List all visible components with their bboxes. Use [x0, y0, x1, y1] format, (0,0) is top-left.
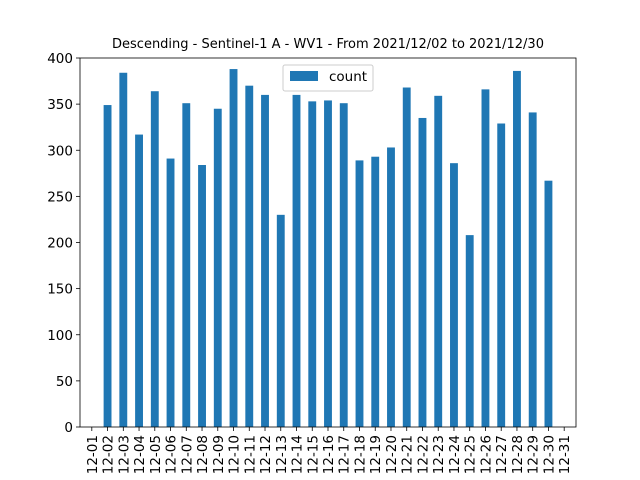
x-tick-label: 12-09	[211, 435, 227, 474]
bar-12-07	[182, 103, 191, 427]
bar-12-04	[135, 134, 143, 427]
y-tick-label: 0	[64, 420, 73, 436]
x-tick-label: 12-22	[415, 435, 431, 474]
x-tick-label: 12-28	[510, 435, 526, 474]
bar-12-17	[339, 103, 348, 427]
x-tick-label: 12-13	[274, 435, 290, 474]
x-tick-label: 12-21	[400, 435, 416, 474]
y-tick-label: 200	[47, 236, 73, 252]
bar-12-02	[103, 105, 112, 428]
axes-frame	[79, 57, 577, 428]
x-tick-label: 12-17	[337, 435, 353, 474]
bar-12-30	[544, 180, 553, 427]
y-tick-label: 100	[47, 328, 73, 344]
bar-12-09	[213, 108, 222, 428]
x-tick-label: 12-05	[148, 435, 164, 474]
x-tick-label: 12-14	[290, 435, 306, 474]
x-tick-label: 12-27	[494, 435, 510, 474]
x-tick-label: 12-16	[321, 435, 337, 474]
bar-12-15	[308, 101, 317, 428]
x-tick-label: 12-24	[447, 435, 463, 474]
chart-title: Descending - Sentinel-1 A - WV1 - From 2…	[112, 37, 544, 52]
x-tick-label: 12-12	[258, 435, 274, 474]
x-tick-label: 12-18	[352, 435, 368, 474]
x-tick-label: 12-02	[101, 435, 117, 474]
y-tick-label: 350	[47, 97, 73, 113]
x-tick-label: 12-04	[132, 435, 148, 474]
bar-12-18	[355, 160, 364, 427]
x-tick-label: 12-03	[116, 435, 132, 474]
x-tick-label: 12-15	[305, 435, 321, 474]
x-tick-label: 12-25	[463, 435, 479, 474]
x-tick-label: 12-08	[195, 435, 211, 474]
bar-12-20	[387, 147, 395, 428]
bar-12-19	[371, 156, 380, 427]
bar-12-21	[402, 87, 411, 428]
bar-12-22	[418, 117, 427, 428]
y-tick-label: 150	[47, 282, 73, 298]
bar-12-26	[481, 89, 490, 428]
bar-12-12	[261, 94, 269, 428]
bar-12-16	[324, 100, 332, 427]
bar-12-11	[245, 85, 254, 428]
bar-12-27	[497, 123, 506, 427]
bar-12-14	[292, 94, 301, 428]
x-tick-label: 12-06	[164, 435, 180, 474]
x-tick-label: 12-01	[85, 435, 101, 474]
bar-12-29	[528, 112, 537, 428]
legend-swatch	[290, 71, 318, 81]
bar-12-13	[276, 214, 285, 427]
x-tick-label: 12-19	[368, 435, 384, 474]
bar-12-28	[513, 70, 521, 428]
x-tick-label: 12-23	[431, 435, 447, 474]
bar-12-06	[166, 158, 175, 428]
bar-12-03	[119, 72, 128, 427]
bar-12-08	[198, 165, 206, 427]
x-tick-label: 12-10	[227, 435, 243, 474]
legend-label: count	[329, 69, 367, 85]
bar-12-23	[434, 95, 443, 427]
x-tick-label: 12-20	[384, 435, 400, 474]
x-tick-label: 12-29	[526, 435, 542, 474]
legend: count	[282, 64, 374, 92]
y-tick-label: 250	[47, 189, 73, 205]
bar-12-24	[450, 163, 458, 428]
bar-12-10	[229, 69, 238, 427]
y-tick-label: 300	[47, 143, 73, 159]
x-tick-label: 12-31	[557, 435, 573, 474]
bar-12-05	[150, 91, 159, 428]
x-tick-label: 12-26	[478, 435, 494, 474]
y-tick-label: 50	[56, 374, 73, 390]
x-tick-label: 12-07	[179, 435, 195, 474]
x-tick-label: 12-30	[541, 435, 557, 474]
y-tick-label: 400	[47, 51, 73, 67]
bar-12-25	[465, 235, 474, 427]
x-tick-label: 12-11	[242, 435, 258, 474]
